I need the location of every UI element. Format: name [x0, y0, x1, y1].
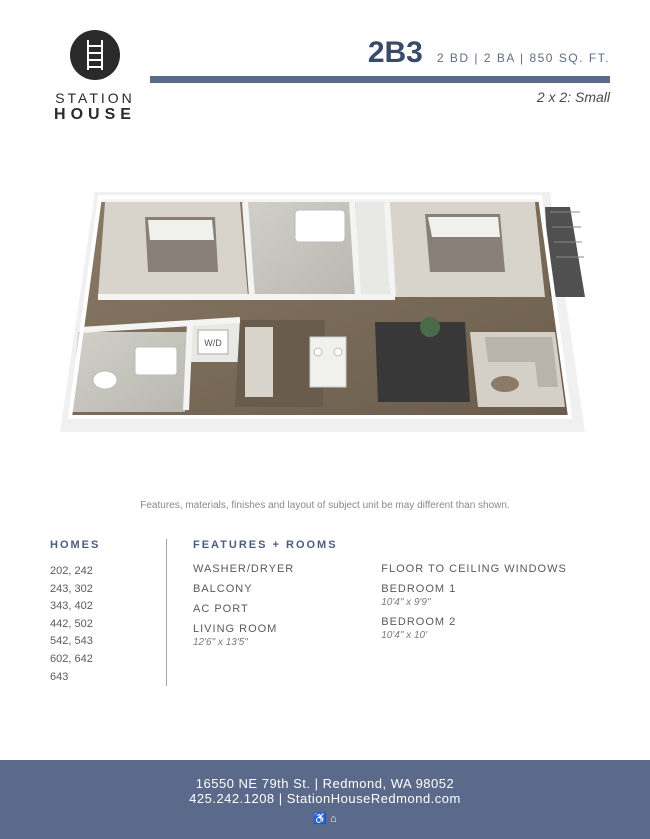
column-divider: [166, 539, 167, 686]
plan-code: 2B3: [368, 36, 423, 70]
feature-dim: 10'4" x 10': [381, 630, 600, 641]
header: STATION HOUSE 2B3 2 BD | 2 BA | 850 SQ. …: [0, 0, 650, 132]
home-item: 243, 302: [50, 581, 140, 599]
brand-name-1: STATION: [55, 90, 135, 106]
feature-dim: 12'6" x 13'5": [193, 637, 361, 648]
homes-heading: HOMES: [50, 539, 140, 551]
home-item: 343, 402: [50, 598, 140, 616]
footer-address: 16550 NE 79th St. | Redmond, WA 98052: [0, 776, 650, 791]
features-heading: FEATURES + ROOMS: [193, 539, 600, 551]
disclaimer-text: Features, materials, finishes and layout…: [0, 500, 650, 511]
feature-item: BEDROOM 1: [381, 583, 600, 595]
footer-icons: ♿ ⌂: [0, 812, 650, 825]
feature-item: BEDROOM 2: [381, 616, 600, 628]
brand-logo: STATION HOUSE: [40, 30, 150, 124]
footer-contact: 425.242.1208 | StationHouseRedmond.com: [0, 791, 650, 806]
plan-specs: 2 BD | 2 BA | 850 SQ. FT.: [437, 51, 610, 65]
info-section: HOMES 202, 242 243, 302 343, 402 442, 50…: [0, 539, 650, 686]
homes-column: HOMES 202, 242 243, 302 343, 402 442, 50…: [50, 539, 140, 686]
home-item: 643: [50, 669, 140, 687]
plan-subtitle: 2 x 2: Small: [150, 89, 610, 105]
floorplan-image: W/D: [40, 152, 610, 482]
logo-icon: [70, 30, 120, 80]
feature-item: FLOOR TO CEILING WINDOWS: [381, 563, 600, 575]
features-column: FEATURES + ROOMS WASHER/DRYER BALCONY AC…: [193, 539, 600, 686]
brand-name-2: HOUSE: [54, 106, 136, 124]
feature-item: WASHER/DRYER: [193, 563, 361, 575]
feature-item: BALCONY: [193, 583, 361, 595]
feature-dim: 10'4" x 9'9": [381, 597, 600, 608]
home-item: 542, 543: [50, 633, 140, 651]
feature-item: AC PORT: [193, 603, 361, 615]
home-item: 602, 642: [50, 651, 140, 669]
accent-bar: [150, 76, 610, 83]
feature-item: LIVING ROOM: [193, 623, 361, 635]
wd-label: W/D: [204, 338, 222, 348]
home-item: 202, 242: [50, 563, 140, 581]
footer: 16550 NE 79th St. | Redmond, WA 98052 42…: [0, 760, 650, 839]
title-block: 2B3 2 BD | 2 BA | 850 SQ. FT. 2 x 2: Sma…: [150, 30, 610, 105]
home-item: 442, 502: [50, 616, 140, 634]
